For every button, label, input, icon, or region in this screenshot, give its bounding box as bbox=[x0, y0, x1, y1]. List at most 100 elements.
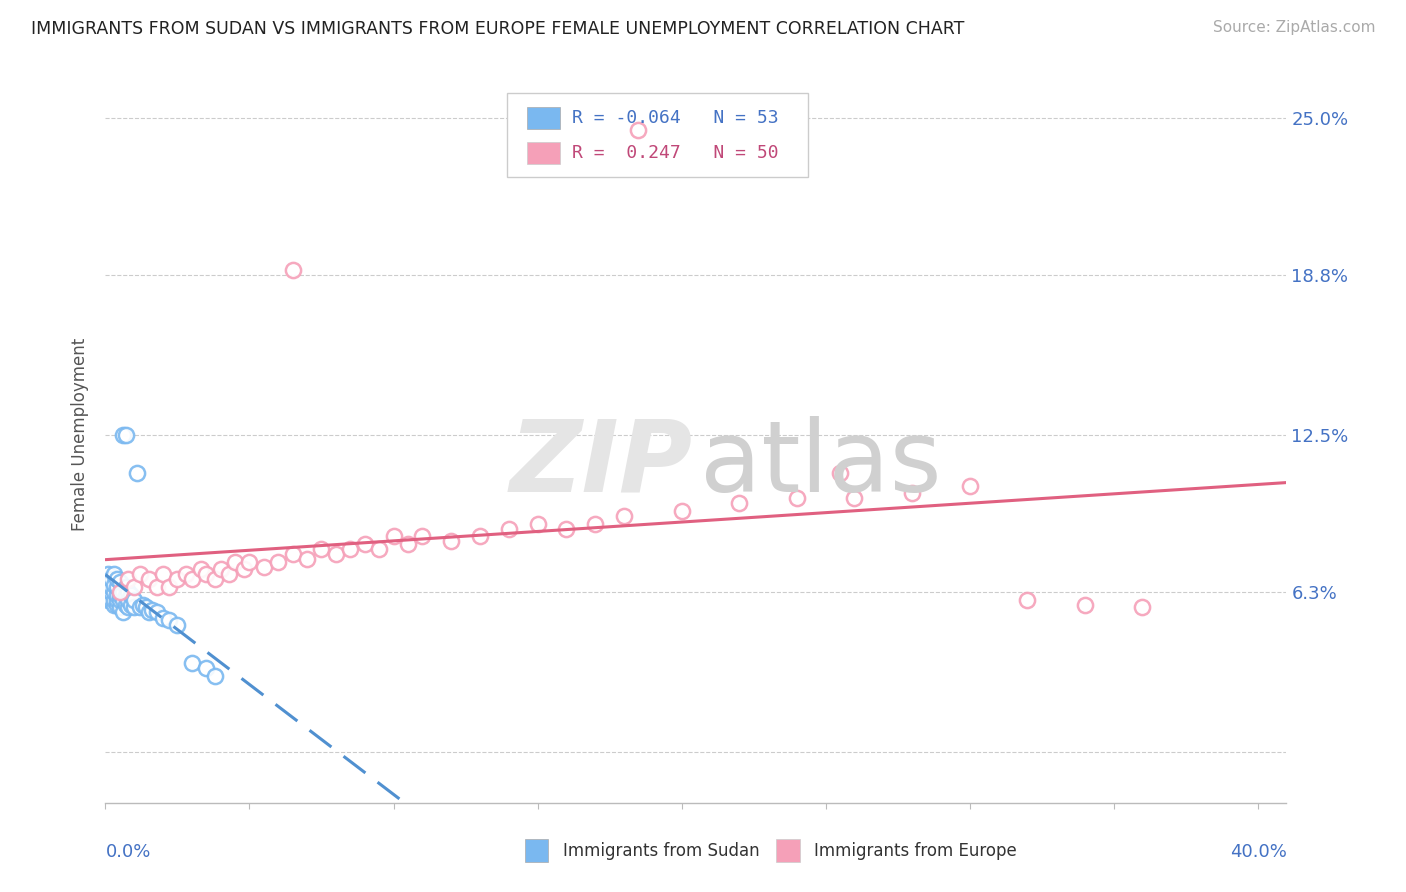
Point bbox=[180, 657, 202, 671]
Point bbox=[325, 547, 347, 561]
Text: R = -0.064   N = 53: R = -0.064 N = 53 bbox=[572, 110, 779, 128]
Point bbox=[100, 585, 122, 599]
Text: Immigrants from Sudan: Immigrants from Sudan bbox=[562, 842, 759, 860]
Point bbox=[108, 588, 131, 602]
Point bbox=[353, 537, 375, 551]
FancyBboxPatch shape bbox=[776, 838, 800, 863]
Point bbox=[111, 592, 134, 607]
Point bbox=[195, 661, 218, 675]
Point bbox=[180, 573, 202, 587]
Point bbox=[108, 592, 131, 607]
FancyBboxPatch shape bbox=[508, 93, 808, 178]
Text: ZIP: ZIP bbox=[509, 416, 692, 513]
Point bbox=[368, 542, 391, 557]
Text: atlas: atlas bbox=[700, 416, 941, 513]
Point bbox=[152, 567, 174, 582]
Text: 0.0%: 0.0% bbox=[105, 843, 150, 862]
Point bbox=[111, 606, 134, 620]
Point bbox=[135, 600, 157, 615]
Point bbox=[94, 585, 117, 599]
FancyBboxPatch shape bbox=[524, 838, 548, 863]
Point bbox=[828, 466, 851, 480]
Point bbox=[122, 592, 145, 607]
Point bbox=[174, 567, 197, 582]
Point bbox=[103, 585, 125, 599]
Point bbox=[103, 598, 125, 612]
Point bbox=[627, 123, 650, 137]
Point bbox=[117, 585, 139, 599]
Point bbox=[146, 580, 169, 594]
Point bbox=[114, 427, 136, 442]
Point bbox=[190, 562, 212, 576]
Point bbox=[146, 606, 169, 620]
Point bbox=[132, 598, 155, 612]
Point bbox=[583, 516, 606, 531]
Point bbox=[103, 567, 125, 582]
Point bbox=[613, 509, 636, 524]
Point bbox=[1017, 592, 1039, 607]
Point bbox=[498, 522, 520, 536]
Point bbox=[105, 580, 128, 594]
Point bbox=[157, 613, 180, 627]
Point bbox=[671, 504, 693, 518]
Point bbox=[411, 529, 433, 543]
Point bbox=[114, 588, 136, 602]
Point bbox=[97, 592, 120, 607]
Point bbox=[281, 547, 304, 561]
Point bbox=[141, 603, 163, 617]
Point bbox=[100, 573, 122, 587]
Point bbox=[94, 585, 117, 599]
Point bbox=[339, 542, 361, 557]
Point bbox=[204, 669, 226, 683]
Point bbox=[108, 585, 131, 599]
Point bbox=[122, 580, 145, 594]
Point bbox=[103, 592, 125, 607]
Point bbox=[204, 573, 226, 587]
Text: IMMIGRANTS FROM SUDAN VS IMMIGRANTS FROM EUROPE FEMALE UNEMPLOYMENT CORRELATION : IMMIGRANTS FROM SUDAN VS IMMIGRANTS FROM… bbox=[31, 20, 965, 37]
Point bbox=[120, 598, 142, 612]
Point bbox=[166, 573, 188, 587]
Point bbox=[105, 573, 128, 587]
Point bbox=[311, 542, 333, 557]
Point bbox=[105, 588, 128, 602]
Point bbox=[129, 567, 152, 582]
Text: Source: ZipAtlas.com: Source: ZipAtlas.com bbox=[1212, 20, 1375, 35]
Point bbox=[267, 555, 290, 569]
Point bbox=[224, 555, 246, 569]
Point bbox=[105, 592, 128, 607]
Point bbox=[129, 600, 152, 615]
Point bbox=[100, 580, 122, 594]
Point bbox=[114, 598, 136, 612]
Point bbox=[138, 606, 160, 620]
Point bbox=[114, 580, 136, 594]
Point bbox=[138, 573, 160, 587]
Point bbox=[103, 577, 125, 591]
Text: R =  0.247   N = 50: R = 0.247 N = 50 bbox=[572, 144, 779, 162]
Point bbox=[253, 559, 276, 574]
Point bbox=[97, 573, 120, 587]
Point bbox=[100, 592, 122, 607]
Point bbox=[901, 486, 924, 500]
Point bbox=[218, 567, 240, 582]
Point bbox=[786, 491, 808, 506]
Point bbox=[209, 562, 232, 576]
Y-axis label: Female Unemployment: Female Unemployment bbox=[72, 338, 90, 532]
Point bbox=[166, 618, 188, 632]
Point bbox=[117, 600, 139, 615]
Text: 40.0%: 40.0% bbox=[1230, 843, 1286, 862]
Point bbox=[295, 552, 318, 566]
Point bbox=[1074, 598, 1097, 612]
Point bbox=[238, 555, 260, 569]
Point bbox=[396, 537, 419, 551]
Point bbox=[97, 585, 120, 599]
FancyBboxPatch shape bbox=[527, 142, 560, 164]
Point bbox=[1132, 600, 1154, 615]
Point bbox=[127, 466, 149, 480]
Point bbox=[97, 567, 120, 582]
Point bbox=[195, 567, 218, 582]
Point bbox=[111, 585, 134, 599]
Point bbox=[117, 573, 139, 587]
FancyBboxPatch shape bbox=[527, 107, 560, 129]
Point bbox=[122, 600, 145, 615]
Point bbox=[157, 580, 180, 594]
